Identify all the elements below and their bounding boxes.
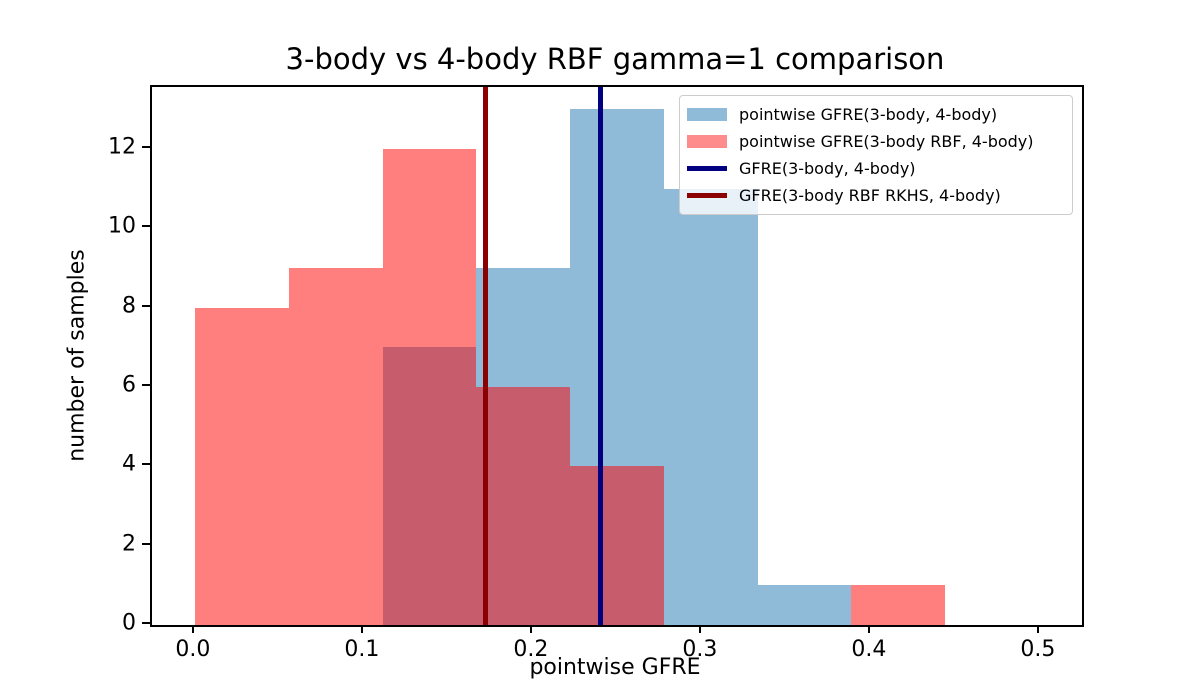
y-tick-label: 8: [122, 293, 136, 319]
y-tick: [142, 145, 150, 148]
x-tick-label: 0.0: [175, 637, 211, 662]
histogram-bar-red: [194, 307, 289, 625]
x-tick-label: 0.4: [851, 637, 887, 662]
legend-swatch-red-hist-icon: [687, 135, 727, 148]
x-tick: [529, 625, 532, 633]
histogram-bar-red: [851, 585, 946, 625]
legend-entry-blue-hist: pointwise GFRE(3-body, 4-body): [687, 101, 1064, 128]
histogram-bar-blue: [663, 188, 758, 625]
histogram-bar-red: [570, 466, 664, 625]
legend-label: GFRE(3-body, 4-body): [739, 159, 916, 178]
x-tick-label: 0.1: [344, 637, 380, 662]
y-tick-label: 10: [108, 213, 136, 239]
legend-entry-navy-line: GFRE(3-body, 4-body): [687, 155, 1064, 182]
x-tick: [191, 625, 194, 633]
y-tick: [142, 383, 150, 386]
x-tick: [1036, 625, 1039, 633]
y-tick-label: 12: [108, 134, 136, 160]
legend-label: pointwise GFRE(3-body, 4-body): [739, 105, 998, 124]
legend-swatch-blue-hist-icon: [687, 108, 727, 121]
plot-area: pointwise GFRE(3-body, 4-body) pointwise …: [150, 85, 1084, 627]
legend-swatch-darkred-line-icon: [687, 193, 727, 198]
y-tick: [142, 225, 150, 228]
y-axis-label: number of samples: [64, 249, 90, 462]
y-tick-label: 6: [122, 372, 136, 398]
legend-entry-darkred-line: GFRE(3-body RBF RKHS, 4-body): [687, 182, 1064, 209]
y-tick-label: 2: [122, 531, 136, 557]
legend-label: GFRE(3-body RBF RKHS, 4-body): [739, 186, 1001, 205]
y-tick: [142, 622, 150, 624]
histogram-bar-red: [382, 148, 477, 625]
y-tick-label: 4: [122, 451, 136, 477]
x-tick: [867, 625, 870, 633]
x-tick-label: 0.3: [682, 637, 718, 662]
x-tick-label: 0.5: [1020, 637, 1056, 662]
chart-title: 3-body vs 4-body RBF gamma=1 comparison: [285, 42, 945, 76]
x-tick: [360, 625, 363, 633]
histogram-bar-red: [288, 267, 383, 625]
y-tick: [142, 463, 150, 466]
y-tick: [142, 304, 150, 307]
y-tick-label: 0: [122, 610, 136, 636]
legend-entry-red-hist: pointwise GFRE(3-body RBF, 4-body): [687, 128, 1064, 155]
vline-gfre-3body-4body: [598, 87, 604, 625]
legend: pointwise GFRE(3-body, 4-body) pointwise …: [679, 95, 1073, 215]
x-tick: [698, 625, 701, 633]
legend-label: pointwise GFRE(3-body RBF, 4-body): [739, 132, 1034, 151]
histogram-bar-blue: [757, 585, 852, 625]
legend-swatch-navy-line-icon: [687, 166, 727, 171]
x-tick-label: 0.2: [513, 637, 549, 662]
y-tick: [142, 542, 150, 545]
vline-gfre-3body-rbf-rkhs-4body: [483, 87, 489, 625]
x-axis-label: pointwise GFRE: [529, 655, 701, 680]
histogram-bar-red: [476, 386, 571, 625]
